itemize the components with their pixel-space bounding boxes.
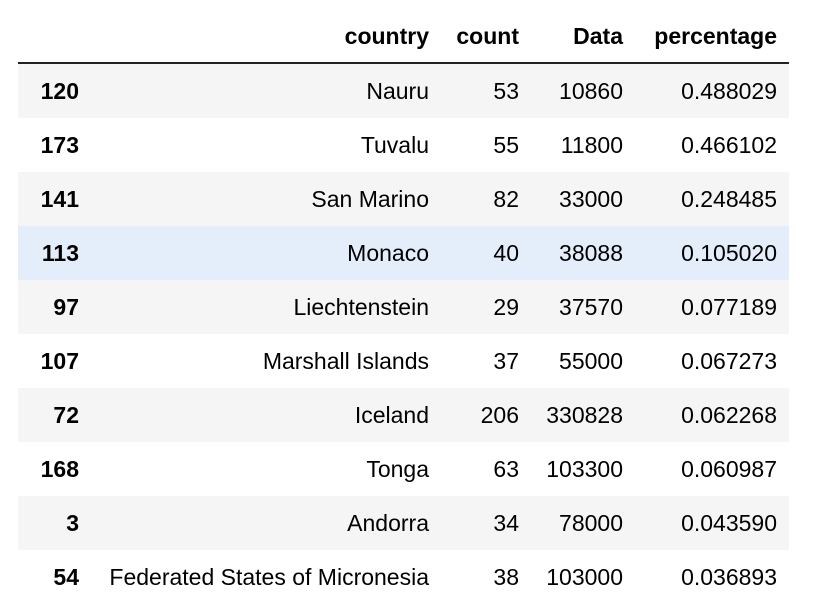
cell-percentage: 0.067273	[681, 347, 777, 374]
cell-count: 82	[493, 185, 519, 212]
row-index: 120	[40, 77, 79, 104]
cell-count: 40	[493, 239, 519, 266]
cell-percentage: 0.060987	[681, 455, 777, 482]
cell-count: 29	[493, 293, 519, 320]
cell-country: Monaco	[347, 239, 429, 266]
cell-country: Liechtenstein	[293, 293, 429, 320]
column-header-count: count	[441, 10, 531, 64]
table-row: 54 Federated States of Micronesia 38 103…	[18, 550, 789, 604]
cell-percentage: 0.466102	[681, 131, 777, 158]
row-index: 173	[40, 131, 79, 158]
cell-count: 55	[493, 131, 519, 158]
table-row: 173 Tuvalu 55 11800 0.466102	[18, 118, 789, 172]
dataframe-output: country count Data percentage 120 Nauru …	[18, 10, 789, 604]
cell-data: 38088	[559, 239, 623, 266]
cell-data: 103300	[546, 455, 623, 482]
row-index: 113	[41, 239, 79, 266]
table-row: 120 Nauru 53 10860 0.488029	[18, 63, 789, 118]
table-row: 141 San Marino 82 33000 0.248485	[18, 172, 789, 226]
cell-country: Tonga	[366, 455, 429, 482]
cell-country: Andorra	[347, 509, 429, 536]
cell-data: 330828	[546, 401, 623, 428]
row-index: 72	[53, 401, 79, 428]
cell-count: 38	[493, 563, 519, 590]
cell-percentage: 0.077189	[681, 293, 777, 320]
column-header-country: country	[91, 10, 441, 64]
cell-country: Nauru	[366, 77, 429, 104]
cell-data: 33000	[559, 185, 623, 212]
row-index: 3	[66, 509, 79, 536]
column-header-data: Data	[531, 10, 635, 64]
header-row: country count Data percentage	[18, 10, 789, 64]
cell-percentage: 0.036893	[681, 563, 777, 590]
row-index: 97	[53, 293, 79, 320]
cell-percentage: 0.062268	[681, 401, 777, 428]
table-row: 168 Tonga 63 103300 0.060987	[18, 442, 789, 496]
cell-data: 55000	[559, 347, 623, 374]
cell-percentage: 0.105020	[681, 239, 777, 266]
cell-country: Iceland	[354, 401, 429, 428]
table-row: 113 Monaco 40 38088 0.105020	[18, 226, 789, 280]
cell-data: 37570	[559, 293, 623, 320]
cell-country: Tuvalu	[360, 131, 429, 158]
cell-data: 10860	[559, 77, 623, 104]
table-row: 97 Liechtenstein 29 37570 0.077189	[18, 280, 789, 334]
cell-count: 206	[480, 401, 519, 428]
table-body: 120 Nauru 53 10860 0.488029 173 Tuvalu 5…	[18, 63, 789, 604]
cell-count: 53	[493, 77, 519, 104]
row-index: 54	[53, 563, 79, 590]
cell-country: Federated States of Micronesia	[109, 563, 429, 590]
cell-data: 103000	[546, 563, 623, 590]
table-header: country count Data percentage	[18, 10, 789, 64]
cell-data: 78000	[559, 509, 623, 536]
cell-data: 11800	[560, 131, 623, 158]
index-header	[18, 10, 91, 64]
table-row: 72 Iceland 206 330828 0.062268	[18, 388, 789, 442]
row-index: 168	[40, 455, 79, 482]
cell-count: 37	[493, 347, 519, 374]
row-index: 141	[40, 185, 79, 212]
cell-count: 63	[493, 455, 519, 482]
cell-country: Marshall Islands	[262, 347, 429, 374]
cell-percentage: 0.043590	[681, 509, 777, 536]
table-row: 3 Andorra 34 78000 0.043590	[18, 496, 789, 550]
table-row: 107 Marshall Islands 37 55000 0.067273	[18, 334, 789, 388]
cell-count: 34	[493, 509, 519, 536]
column-header-percentage: percentage	[635, 10, 789, 64]
cell-country: San Marino	[311, 185, 429, 212]
dataframe-table: country count Data percentage 120 Nauru …	[18, 10, 789, 604]
cell-percentage: 0.488029	[681, 77, 777, 104]
row-index: 107	[40, 347, 79, 374]
cell-percentage: 0.248485	[681, 185, 777, 212]
